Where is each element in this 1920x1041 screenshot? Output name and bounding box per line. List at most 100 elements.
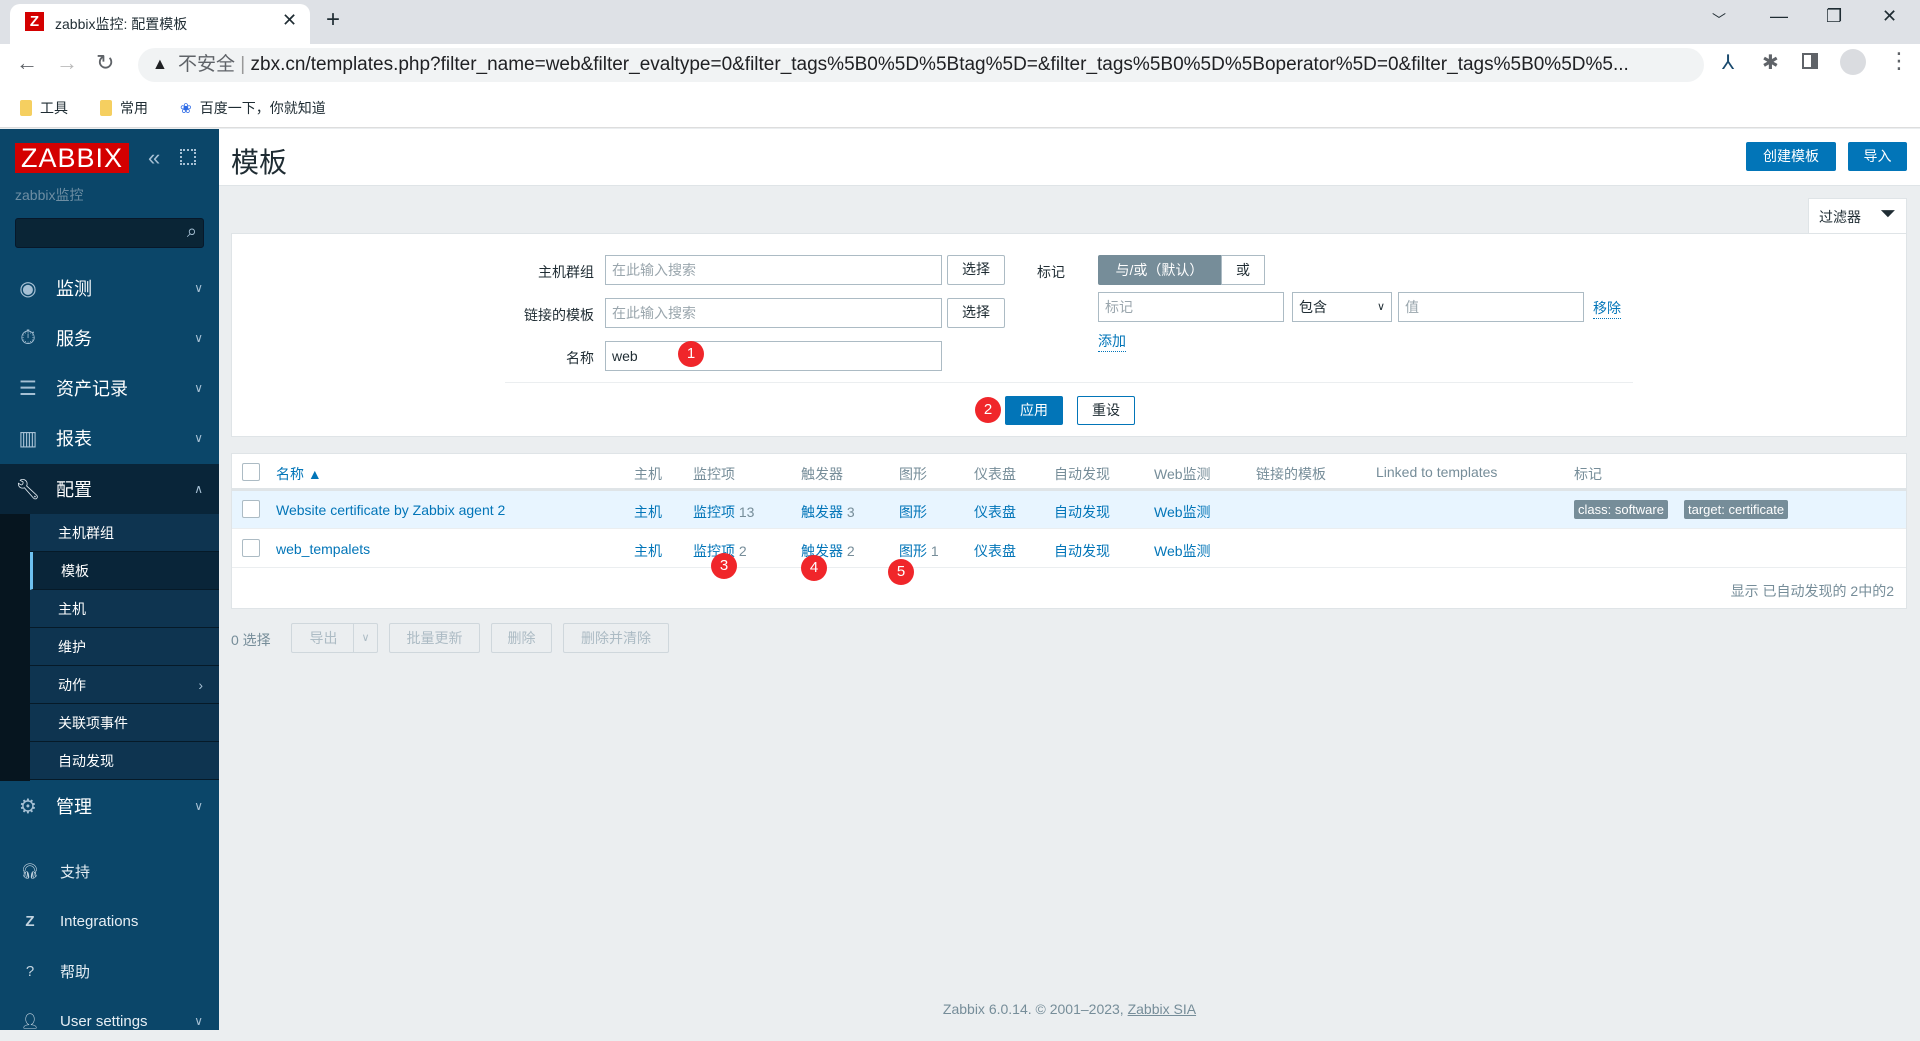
column-name-sort[interactable]: 名称 ▲ xyxy=(276,466,322,482)
eye-icon: ◉ xyxy=(19,277,37,300)
zabbix-sia-link[interactable]: Zabbix SIA xyxy=(1127,1001,1197,1017)
side-panel-icon[interactable] xyxy=(1802,53,1818,69)
menu-label: 管理 xyxy=(56,797,92,817)
menu-inventory[interactable]: ☰ 资产记录 ∨ xyxy=(0,363,219,413)
window-close-icon[interactable]: ✕ xyxy=(1882,6,1898,26)
select-all-checkbox[interactable] xyxy=(242,463,260,481)
delete-and-clear-button[interactable]: 删除并清除 xyxy=(563,623,669,653)
tag-badge[interactable]: class: software xyxy=(1574,500,1668,519)
search-icon[interactable]: ⌕ xyxy=(186,221,197,241)
items-link[interactable]: 监控项 xyxy=(693,504,735,520)
column-tags: 标记 xyxy=(1574,466,1602,482)
tag-badge[interactable]: target: certificate xyxy=(1684,500,1789,519)
menu-monitoring[interactable]: ◉ 监测 ∨ xyxy=(0,263,219,313)
column-graphs: 图形 xyxy=(899,466,927,482)
profile-avatar-icon[interactable] xyxy=(1840,49,1866,75)
discovery-link[interactable]: 自动发现 xyxy=(1054,504,1110,520)
menu-integrations[interactable]: Z Integrations xyxy=(0,901,219,941)
menu-services[interactable]: ⏱ 服务 ∨ xyxy=(0,313,219,363)
collapse-sidebar-icon[interactable]: « xyxy=(148,145,161,170)
dashboards-link[interactable]: 仪表盘 xyxy=(974,504,1016,520)
submenu-event-correlation[interactable]: 关联项事件 xyxy=(30,704,219,742)
row-checkbox[interactable] xyxy=(242,500,260,518)
export-label: 导出 xyxy=(309,630,338,646)
submenu-host-groups[interactable]: 主机群组 xyxy=(30,514,219,552)
host-groups-select-button[interactable]: 选择 xyxy=(947,255,1005,285)
tag-name-input[interactable]: 标记 xyxy=(1098,292,1284,322)
graphs-link[interactable]: 图形 xyxy=(899,543,927,559)
template-name-link[interactable]: web_tempalets xyxy=(276,541,371,557)
zabbix-logo[interactable]: ZABBIX xyxy=(15,143,129,173)
mass-update-button[interactable]: 批量更新 xyxy=(389,623,480,653)
restore-icon[interactable]: ❐ xyxy=(1826,6,1843,26)
back-icon[interactable]: ← xyxy=(16,50,38,75)
name-input[interactable]: web xyxy=(605,341,942,371)
menu-user-settings[interactable]: 👤︎ User settings ∨ xyxy=(0,1001,219,1041)
reload-icon[interactable]: ↻ xyxy=(96,50,115,75)
add-tag-link[interactable]: 添加 xyxy=(1098,331,1126,352)
forward-icon[interactable]: → xyxy=(56,50,78,75)
apply-button[interactable]: 应用 xyxy=(1005,396,1063,425)
menu-label: 帮助 xyxy=(60,963,91,981)
sidebar-search-input[interactable]: ⌕ xyxy=(15,218,204,248)
tag-value-input[interactable]: 值 xyxy=(1398,292,1584,322)
browser-tab[interactable]: Z zabbix监控: 配置模板 ✕ xyxy=(10,4,310,44)
triggers-link[interactable]: 触发器 xyxy=(801,504,843,520)
submenu-maintenance[interactable]: 维护 xyxy=(30,628,219,666)
reset-button[interactable]: 重设 xyxy=(1077,396,1135,425)
list-icon: ☰ xyxy=(19,377,37,400)
hosts-link[interactable]: 主机 xyxy=(634,543,662,559)
chevron-down-icon[interactable]: ∨ xyxy=(353,624,377,652)
discovery-link[interactable]: 自动发现 xyxy=(1054,543,1110,559)
bookmark-tools[interactable]: 工具 xyxy=(20,98,68,118)
submenu-hosts[interactable]: 主机 xyxy=(30,590,219,628)
menu-support[interactable]: 🎧︎ 支持 xyxy=(0,851,219,891)
menu-kebab-icon[interactable]: ⋮ xyxy=(1888,48,1910,73)
extension-app-icon[interactable]: ⅄ xyxy=(1722,52,1735,74)
bookmarks-bar: 工具 常用 ❀ 百度一下，你就知道 xyxy=(0,86,1920,128)
chevron-down-icon: ∨ xyxy=(194,1014,203,1028)
filter-tab[interactable]: 过滤器 ⏷ xyxy=(1808,198,1907,234)
submenu-templates[interactable]: 模板 xyxy=(30,552,219,590)
row-checkbox[interactable] xyxy=(242,539,260,557)
web-link[interactable]: Web监测 xyxy=(1154,543,1211,559)
bookmark-common[interactable]: 常用 xyxy=(100,98,148,118)
or-toggle[interactable]: 或 xyxy=(1221,255,1265,285)
dashboards-link[interactable]: 仪表盘 xyxy=(974,543,1016,559)
remove-tag-link[interactable]: 移除 xyxy=(1593,298,1621,319)
host-groups-input[interactable]: 在此输入搜索 xyxy=(605,255,942,285)
submenu-actions[interactable]: 动作 › xyxy=(30,666,219,704)
menu-administration[interactable]: ⚙ 管理 ∨ xyxy=(0,781,219,831)
delete-button[interactable]: 删除 xyxy=(491,623,552,653)
menu-help[interactable]: ? 帮助 xyxy=(0,951,219,991)
new-tab-icon[interactable]: + xyxy=(326,6,341,33)
and-or-toggle[interactable]: 与/或（默认） xyxy=(1098,255,1221,285)
template-name-link[interactable]: Website certificate by Zabbix agent 2 xyxy=(276,502,506,518)
web-link[interactable]: Web监测 xyxy=(1154,504,1211,520)
close-tab-icon[interactable]: ✕ xyxy=(282,10,298,30)
kiosk-mode-icon[interactable] xyxy=(180,149,196,165)
export-button[interactable]: 导出 ∨ xyxy=(291,623,378,653)
menu-reports[interactable]: ▥ 报表 ∨ xyxy=(0,413,219,463)
sidebar: ZABBIX « zabbix监控 ⌕ ◉ 监测 ∨ ⏱ 服务 ∨ ☰ 资产记录 ∨ ▥ 报表… xyxy=(0,129,219,1030)
extensions-puzzle-icon[interactable]: ✱ xyxy=(1762,52,1779,74)
import-button[interactable]: 导入 xyxy=(1848,142,1907,171)
chevron-down-icon: ∨ xyxy=(194,281,203,295)
tag-operator-select[interactable]: 包含 ∨ xyxy=(1292,292,1392,322)
create-template-button[interactable]: 创建模板 xyxy=(1746,142,1836,171)
tab-search-icon[interactable]: ﹀ xyxy=(1712,12,1726,28)
name-label: 名称 xyxy=(566,350,594,366)
bookmark-baidu[interactable]: ❀ 百度一下，你就知道 xyxy=(180,98,326,118)
address-bar[interactable]: ▲ 不安全 | zbx.cn/templates.php?filter_name… xyxy=(138,48,1704,82)
hosts-link[interactable]: 主机 xyxy=(634,504,662,520)
submenu-discovery[interactable]: 自动发现 xyxy=(30,742,219,780)
linked-templates-select-button[interactable]: 选择 xyxy=(947,298,1005,328)
menu-configuration[interactable]: 🔧︎ 配置 ∧ xyxy=(0,464,219,514)
column-dashboards: 仪表盘 xyxy=(974,466,1016,482)
chevron-down-icon: ∨ xyxy=(194,431,203,445)
minimize-icon[interactable]: — xyxy=(1770,6,1788,26)
graphs-link[interactable]: 图形 xyxy=(899,504,927,520)
linked-templates-input[interactable]: 在此输入搜索 xyxy=(605,298,942,328)
column-triggers: 触发器 xyxy=(801,466,843,482)
graphs-count: 1 xyxy=(930,543,939,559)
